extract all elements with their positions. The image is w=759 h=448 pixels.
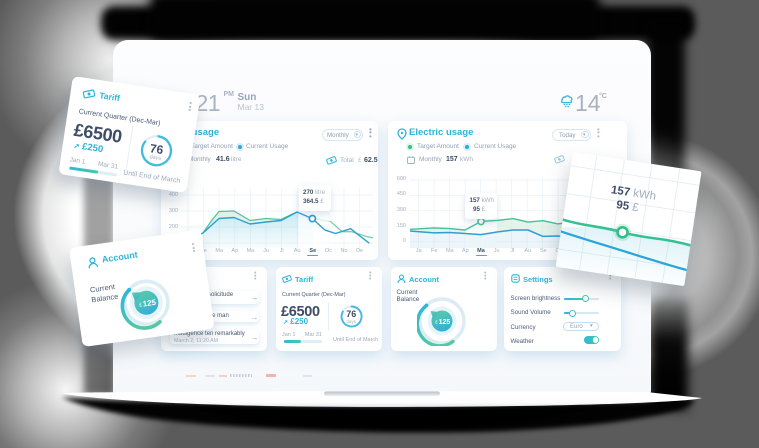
svg-text:£: £ (138, 302, 142, 308)
svg-text:125: 125 (438, 319, 450, 326)
svg-text:£: £ (435, 319, 438, 325)
svg-text:125: 125 (142, 297, 157, 308)
